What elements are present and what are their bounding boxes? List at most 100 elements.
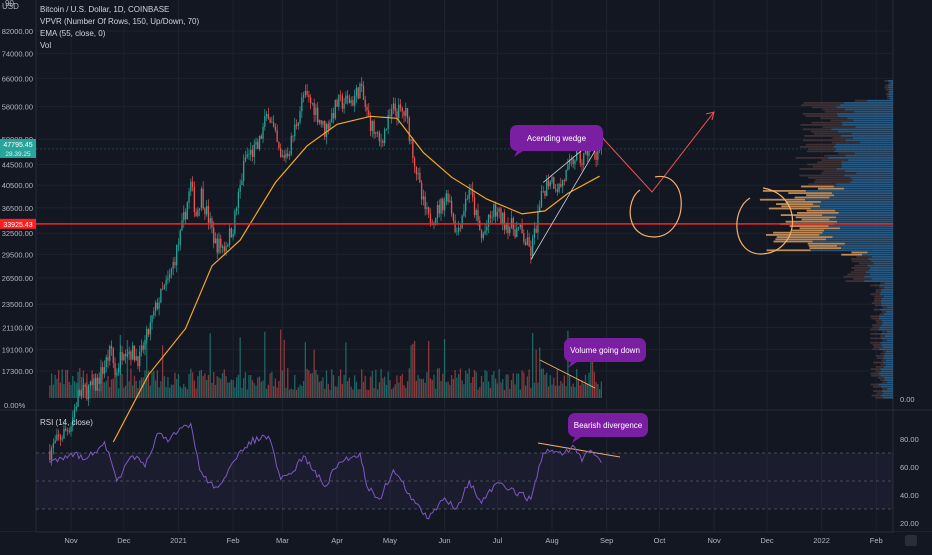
volume-bar [191,372,194,398]
volume-bar [290,388,292,398]
volume-bar [63,383,65,398]
candle-body [158,302,160,309]
legend-volume[interactable]: Vol [40,41,52,50]
vp-down-bar [874,295,884,298]
vp-down-bar [880,352,885,355]
candle-body [211,218,213,228]
candle-body [274,126,277,131]
volume-bar [419,378,421,398]
annotation-box [568,413,648,437]
annotation-callouts[interactable]: Acending wedge Volume going down Bearish d… [510,125,648,443]
vp-up-bar [862,253,893,256]
chart-legend[interactable]: Bitcoin / U.S. Dollar, 1D, COINBASE VPVR… [40,4,199,52]
vp-down-bar [806,194,835,197]
vp-down-bar [773,231,823,234]
vp-up-bar [842,124,893,126]
vp-down-bar [875,396,883,399]
candle-body [110,346,113,349]
annotation-callout[interactable]: Bearish divergence [568,413,648,443]
candle-body [184,211,187,220]
volume-bar [486,371,488,398]
volume-bar [211,382,213,398]
candle-body [75,406,77,410]
volume-bar [431,379,433,398]
vp-down-bar [875,319,882,322]
candle-body [117,367,120,373]
rsi-legend[interactable]: RSI (14, close) [40,418,93,427]
vp-down-bar [799,174,845,177]
vp-down-bar [815,179,853,181]
volume-bar [549,375,551,398]
candle-body [50,448,53,460]
ema-line[interactable] [112,115,600,443]
volume-bar [341,383,343,398]
volume-bar [567,330,569,398]
volume-bar [299,384,301,398]
candle-body [294,124,296,137]
annotation-callout[interactable]: Acending wedge [510,125,603,157]
candle-body [234,210,236,234]
vp-up-bar [880,368,893,370]
candle-body [528,237,530,247]
volume-bar [510,380,513,398]
volume-bar [225,376,227,398]
legend-vpvr[interactable]: VPVR (Number Of Rows, 150, Up/Down, 70) [40,17,200,26]
candle-body [509,227,511,234]
vp-up-bar [883,361,893,364]
volume-bar [435,388,437,398]
volume-bar [415,380,418,398]
candle-body [517,226,520,229]
legend-ema[interactable]: EMA (55, close, 0) [40,29,106,38]
volume-bar [142,377,144,398]
candle-body [368,110,370,116]
vp-up-bar [845,139,893,142]
volume-bar [239,337,241,398]
volume-bar [59,382,62,398]
candle-body [186,202,188,220]
volume-bar [345,342,347,398]
volume-bar [139,380,141,398]
user-drawings[interactable] [530,111,794,458]
candle-body [429,213,432,225]
volume-bar [576,368,578,398]
candle-body [221,246,224,248]
vp-down-bar [880,282,885,285]
vp-up-bar [888,84,893,87]
price-axis[interactable]: 82000.0074000.0066000.0058000.0050000.00… [0,27,36,376]
vp-up-bar [878,383,893,386]
volume-bar [535,349,537,398]
volume-bar [281,370,284,398]
volume-bar [468,368,470,398]
candle-body [188,191,190,203]
volume-bar [230,379,232,398]
time-axis[interactable]: Nov Dec 2021 Feb Mar Apr May Jun Jul Aug Sep Oct Nov… [0,532,932,550]
vp-up-bar [887,339,893,342]
volume-bar [465,370,467,398]
volume-bar [368,389,370,398]
candle-body [98,377,100,384]
candle-body [103,367,106,374]
vp-down-bar [759,198,806,201]
vp-down-bar [882,339,888,342]
volume-bar [526,376,529,398]
legend-symbol[interactable]: Bitcoin / U.S. Dollar, 1D, COINBASE [40,5,170,14]
candle-body [375,132,377,134]
candle-body [514,229,516,238]
vp-up-bar [879,348,893,351]
vp-up-bar [878,328,893,331]
vp-down-bar [797,212,839,214]
candle-body [176,245,178,266]
volume-bar [339,369,342,398]
candle-body [278,142,280,149]
annotation-callout[interactable]: Volume going down [564,338,646,368]
time-tick-label: 2021 [170,536,187,545]
volume-bar [107,376,109,398]
volume-bar [581,380,583,398]
vp-up-bar [880,374,893,377]
candle-body [449,200,451,202]
volume-bar [410,345,412,398]
volume-bar [572,383,574,398]
volume-bar [405,387,407,398]
